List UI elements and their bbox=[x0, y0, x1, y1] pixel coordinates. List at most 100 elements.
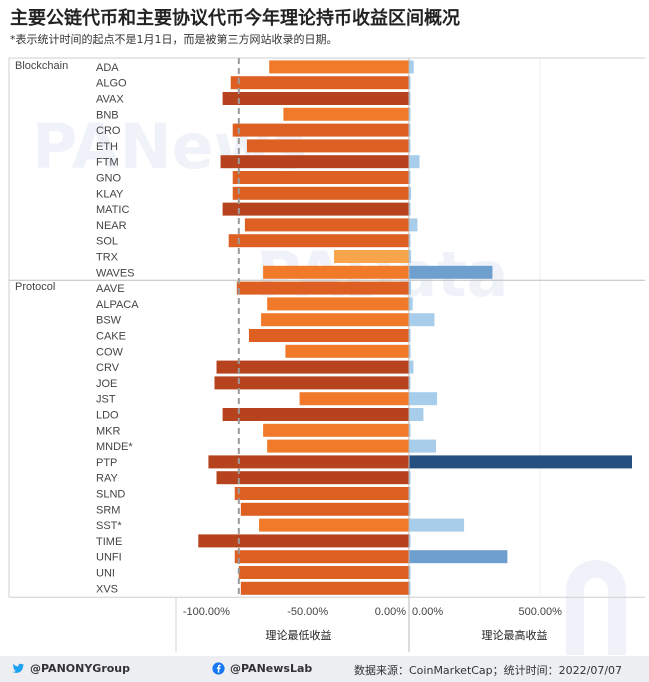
footer-twitter[interactable]: @PANONYGroup bbox=[12, 662, 130, 675]
source-text: 数据来源：CoinMarketCap；统计时间：2022/07/07 bbox=[354, 664, 623, 677]
left-axis-title: 理论最低收益 bbox=[266, 628, 332, 642]
min-bar-aave bbox=[236, 281, 409, 295]
twitter-icon bbox=[12, 663, 25, 673]
min-bar-klay bbox=[232, 186, 409, 200]
min-bar-waves bbox=[263, 265, 409, 279]
token-label-ada: ADA bbox=[96, 62, 119, 74]
token-label-uni: UNI bbox=[96, 568, 115, 580]
min-bar-ptp bbox=[208, 455, 409, 469]
max-bar-slnd bbox=[409, 487, 411, 500]
token-label-matic: MATIC bbox=[96, 204, 129, 216]
min-bar-ldo bbox=[222, 408, 409, 421]
token-label-cro: CRO bbox=[96, 125, 121, 137]
min-bar-uni bbox=[238, 566, 409, 579]
min-bar-jst bbox=[299, 392, 409, 406]
max-bar-waves bbox=[409, 265, 493, 279]
group-label-blockchain: Blockchain bbox=[15, 60, 68, 72]
min-bar-gno bbox=[232, 171, 409, 184]
min-bar-trx bbox=[334, 250, 409, 263]
max-bar-trx bbox=[409, 250, 412, 263]
max-bar-time bbox=[409, 534, 411, 548]
max-bar-bnb bbox=[409, 107, 411, 121]
token-label-waves: WAVES bbox=[96, 267, 135, 279]
token-label-crv: CRV bbox=[96, 362, 120, 374]
right-axis-title: 理论最高收益 bbox=[482, 628, 548, 642]
min-bar-ada bbox=[269, 60, 409, 74]
left-tick-label: -50.00% bbox=[287, 606, 328, 618]
token-label-klay: KLAY bbox=[96, 188, 124, 200]
token-label-near: NEAR bbox=[96, 220, 127, 232]
max-bar-cro bbox=[409, 123, 411, 137]
token-label-cake: CAKE bbox=[96, 331, 126, 343]
max-bar-jst bbox=[409, 392, 438, 406]
max-bar-unfi bbox=[409, 550, 508, 564]
min-bar-near bbox=[244, 218, 409, 232]
min-bar-avax bbox=[222, 92, 409, 105]
min-bar-ray bbox=[216, 471, 409, 485]
max-bar-aave bbox=[409, 281, 412, 295]
left-tick-label: -100.00% bbox=[183, 606, 230, 618]
max-bar-near bbox=[409, 218, 418, 232]
facebook-handle: @PANewsLab bbox=[230, 662, 313, 675]
token-label-sol: SOL bbox=[96, 236, 118, 248]
max-bar-avax bbox=[409, 92, 411, 105]
min-bar-mkr bbox=[263, 423, 409, 437]
token-label-srm: SRM bbox=[96, 504, 120, 516]
max-bar-matic bbox=[409, 202, 411, 216]
token-label-avax: AVAX bbox=[96, 94, 124, 106]
token-label-ftm: FTM bbox=[96, 157, 119, 169]
token-label-bnb: BNB bbox=[96, 109, 119, 121]
range-bar-chart: Blockchain Protocol ADA ALGO AVAX BNB CRO ETH FT… bbox=[8, 57, 645, 652]
min-bar-joe bbox=[214, 376, 409, 390]
min-bar-ftm bbox=[220, 155, 409, 169]
token-label-algo: ALGO bbox=[96, 78, 127, 90]
max-bar-gno bbox=[409, 171, 411, 184]
facebook-icon bbox=[212, 662, 225, 675]
max-bar-xvs bbox=[409, 581, 411, 595]
token-label-ray: RAY bbox=[96, 473, 118, 485]
min-bar-time bbox=[198, 534, 409, 548]
min-bar-eth bbox=[246, 139, 409, 153]
token-label-eth: ETH bbox=[96, 141, 118, 153]
min-bar-matic bbox=[222, 202, 409, 216]
token-label-cow: COW bbox=[96, 346, 124, 358]
token-label-ptp: PTP bbox=[96, 457, 117, 469]
max-bar-sol bbox=[409, 234, 411, 248]
max-bar-sst bbox=[409, 518, 465, 532]
twitter-handle: @PANONYGroup bbox=[30, 662, 131, 675]
group-label-protocol: Protocol bbox=[15, 281, 55, 293]
token-label-time: TIME bbox=[96, 536, 122, 548]
footer-bar: @PANONYGroup @PANewsLab 数据来源：CoinMarketC… bbox=[0, 656, 649, 682]
footer-facebook[interactable]: @PANewsLab bbox=[212, 662, 312, 675]
max-bar-algo bbox=[409, 76, 411, 90]
max-bar-ftm bbox=[409, 155, 420, 169]
max-bar-ray bbox=[409, 471, 411, 485]
min-bar-cro bbox=[232, 123, 409, 137]
right-tick-label: 500.00% bbox=[518, 606, 562, 618]
footer-source: 数据来源：CoinMarketCap；统计时间：2022/07/07 bbox=[354, 662, 622, 678]
max-bar-ptp bbox=[409, 455, 632, 469]
token-label-bsw: BSW bbox=[96, 315, 122, 327]
min-bar-alpaca bbox=[267, 297, 409, 311]
max-bar-joe bbox=[409, 376, 411, 390]
max-bar-bsw bbox=[409, 313, 435, 327]
token-label-gno: GNO bbox=[96, 173, 122, 185]
max-bar-eth bbox=[409, 139, 411, 153]
token-label-mkr: MKR bbox=[96, 425, 121, 437]
min-bar-unfi bbox=[234, 550, 409, 564]
token-label-jst: JST bbox=[96, 394, 116, 406]
min-bar-sst bbox=[259, 518, 409, 532]
token-label-ldo: LDO bbox=[96, 410, 119, 422]
token-label-alpaca: ALPACA bbox=[96, 299, 139, 311]
min-bar-cake bbox=[248, 329, 409, 342]
token-label-joe: JOE bbox=[96, 378, 117, 390]
token-label-unfi: UNFI bbox=[96, 552, 122, 564]
min-bar-bnb bbox=[283, 107, 409, 121]
token-label-slnd: SLND bbox=[96, 489, 125, 501]
max-bar-klay bbox=[409, 186, 412, 200]
min-bar-cow bbox=[285, 344, 409, 358]
max-bar-cake bbox=[409, 329, 411, 342]
min-bar-algo bbox=[230, 76, 409, 90]
max-bar-cow bbox=[409, 344, 411, 358]
max-bar-srm bbox=[409, 502, 411, 516]
